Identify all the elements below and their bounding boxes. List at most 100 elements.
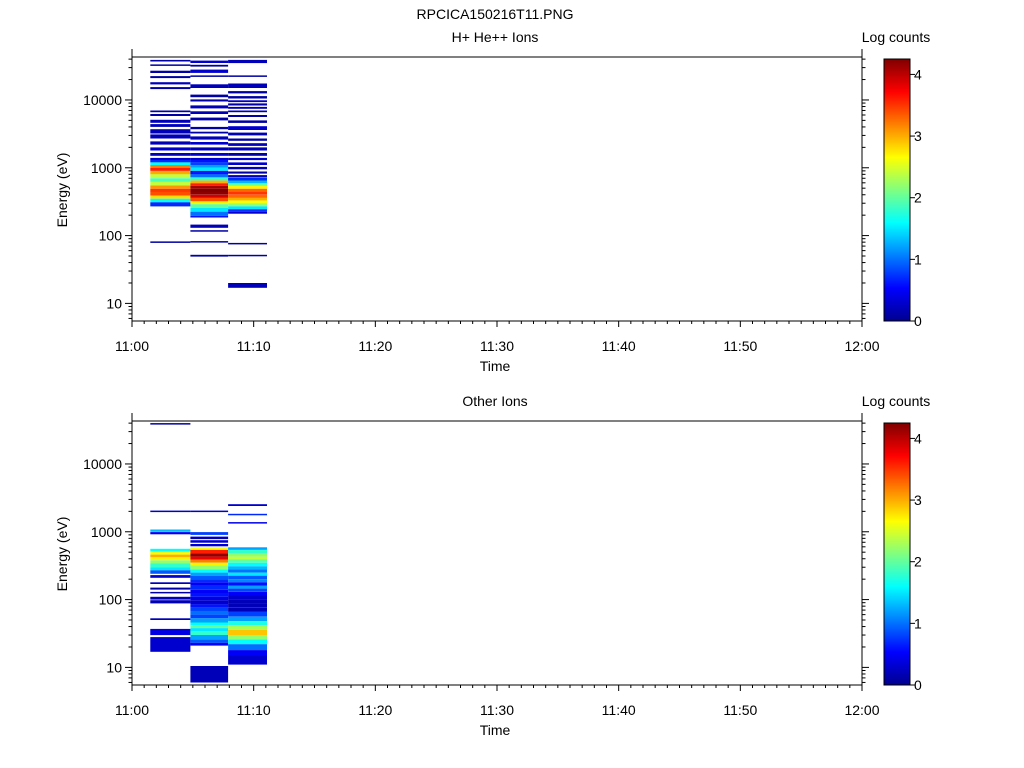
heatmap-cell <box>150 170 191 175</box>
heatmap-cell <box>150 563 191 568</box>
heatmap-cell <box>190 631 229 636</box>
heatmap-cell <box>150 87 191 90</box>
heatmap-cell <box>228 549 267 554</box>
heatmap-cell <box>228 639 267 645</box>
heatmap-cell <box>190 596 229 601</box>
y-tick-label: 100 <box>99 228 123 244</box>
heatmap-cell <box>150 587 191 590</box>
heatmap-cell <box>190 208 229 212</box>
heatmap-cell <box>190 254 229 257</box>
heatmap-cell <box>150 70 191 73</box>
heatmap-cell <box>190 84 229 88</box>
heatmap-cell <box>150 529 191 532</box>
heatmap-cell <box>190 618 229 623</box>
colorbar-tick-label: 2 <box>914 190 922 206</box>
heatmap-cell <box>228 147 267 151</box>
heatmap-cell <box>190 142 229 145</box>
colorbar-label: Log counts <box>862 393 931 409</box>
heatmap-cell <box>190 562 229 566</box>
heatmap-cell <box>150 618 191 620</box>
heatmap-cell <box>228 175 267 178</box>
heatmap-cell <box>190 160 229 163</box>
heatmap-cell <box>228 616 267 622</box>
heatmap-cell <box>190 224 229 228</box>
heatmap-cell <box>150 195 191 199</box>
heatmap-cell <box>150 596 191 600</box>
heatmap-cell <box>150 157 191 161</box>
x-tick-label: 11:40 <box>602 702 636 718</box>
heatmap-cell <box>228 513 267 516</box>
colorbar-tick-label: 3 <box>914 492 922 508</box>
heatmap-cell <box>190 165 229 168</box>
heatmap-cell <box>228 75 267 77</box>
heatmap-cell <box>190 593 229 597</box>
heatmap-cell <box>150 628 191 636</box>
heatmap-cell <box>228 180 267 184</box>
heatmap-cell <box>228 171 267 174</box>
heatmap-cell <box>228 575 267 580</box>
y-tick-label: 1000 <box>91 160 122 176</box>
x-tick-label: 11:50 <box>723 338 757 354</box>
y-tick-label: 1000 <box>91 524 122 540</box>
colorbar-gradient <box>883 422 911 686</box>
panel-other-ions: Other Ions Time Energy (eV) Log counts 1… <box>54 393 930 738</box>
heatmap-cell <box>150 162 191 165</box>
heatmap-cell <box>190 162 229 165</box>
heatmap-cell <box>228 209 267 212</box>
heatmap-cell <box>190 111 229 114</box>
heatmap-cell <box>190 204 229 208</box>
heatmap-cell <box>228 504 267 506</box>
y-tick-label: 10 <box>106 659 122 675</box>
heatmap-cell <box>228 206 267 210</box>
y-axis-label: Energy (eV) <box>54 517 70 592</box>
heatmap-cell <box>228 559 267 563</box>
heatmap-cell <box>190 572 229 576</box>
heatmap-cell <box>228 254 267 257</box>
colorbar-tick-label: 1 <box>914 251 922 267</box>
heatmap-cells <box>150 59 267 288</box>
panel-h-he-ions: H+ He++ Ions Time Energy (eV) Log counts… <box>54 29 930 374</box>
heatmap-cell <box>228 595 267 600</box>
heatmap-cell <box>228 157 267 161</box>
heatmap-cell <box>190 191 229 195</box>
heatmap-cell <box>190 565 229 570</box>
heatmap-cell <box>190 510 229 513</box>
heatmap-cell <box>190 183 229 186</box>
heatmap-cell <box>150 181 191 186</box>
heatmap-cell <box>228 644 267 651</box>
heatmap-cell <box>228 562 267 567</box>
heatmap-cell <box>228 162 267 165</box>
heatmap-cells <box>150 423 267 683</box>
y-axis-label: Energy (eV) <box>54 153 70 228</box>
heatmap-cell <box>150 557 191 561</box>
heatmap-cell <box>190 585 229 590</box>
heatmap-cell <box>228 203 267 207</box>
heatmap-cell <box>228 194 267 198</box>
heatmap-cell <box>190 188 229 192</box>
heatmap-cell <box>190 559 229 563</box>
heatmap-cell <box>228 603 267 608</box>
heatmap-cell <box>190 75 229 77</box>
y-tick-label: 10000 <box>83 456 122 472</box>
heatmap-cell <box>190 610 229 615</box>
x-tick-label: 11:30 <box>480 702 514 718</box>
heatmap-cell <box>228 106 267 109</box>
heatmap-cell <box>190 64 229 67</box>
heatmap-cell <box>228 185 267 189</box>
heatmap-cell <box>228 572 267 576</box>
heatmap-cell <box>190 536 229 540</box>
heatmap-cell <box>190 639 229 643</box>
heatmap-cell <box>190 126 229 130</box>
colorbar-tick-label: 0 <box>914 313 922 329</box>
heatmap-cell <box>150 532 191 535</box>
colorbar: 0 1 2 3 4 <box>883 422 922 693</box>
colorbar-label: Log counts <box>862 29 931 45</box>
x-tick-label: 12:00 <box>844 702 879 718</box>
heatmap-cell <box>228 120 267 123</box>
heatmap-cell <box>150 185 191 189</box>
heatmap-cell <box>228 197 267 201</box>
heatmap-cell <box>150 198 191 203</box>
heatmap-cell <box>228 566 267 570</box>
colorbar-tick-label: 3 <box>914 128 922 144</box>
heatmap-cell <box>150 124 191 127</box>
